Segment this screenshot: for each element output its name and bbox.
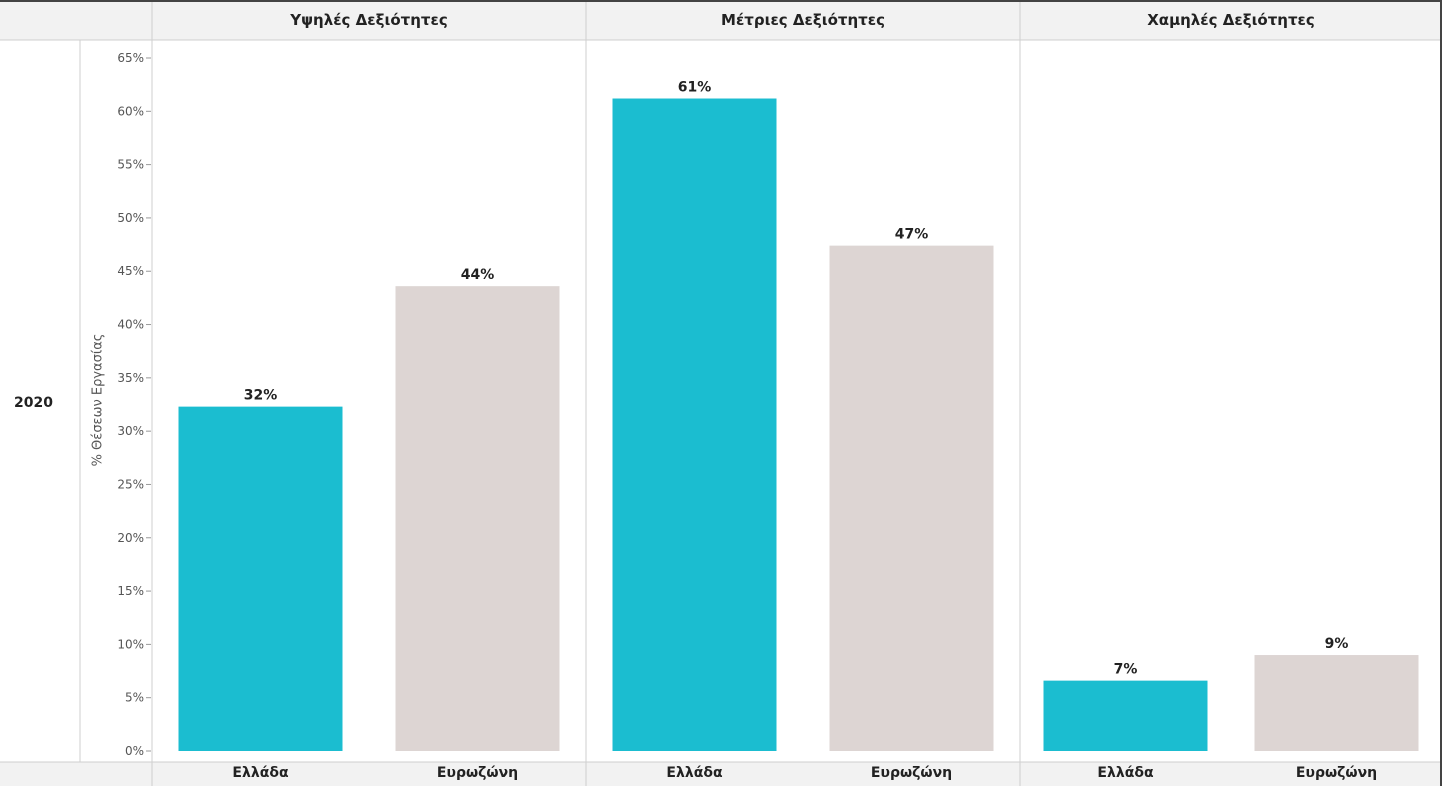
data-label-0-0: 32% (244, 388, 278, 404)
data-label-0-1: 44% (461, 267, 495, 283)
data-label-1-1: 47% (895, 227, 929, 243)
y-tick-label: 0% (125, 744, 144, 758)
panel-title-medium: Μέτριες Δεξιότητες (721, 11, 885, 29)
x-label-high-eurozone: Ευρωζώνη (436, 765, 519, 781)
y-tick-label: 40% (117, 318, 144, 332)
bar-2-0 (1043, 680, 1208, 751)
header-band (0, 0, 1442, 40)
y-axis-label: % Θέσεων Εργασίας (90, 333, 106, 467)
data-label-1-0: 61% (678, 80, 712, 96)
data-label-2-1: 9% (1325, 636, 1349, 652)
x-label-low-greece: Ελλάδα (1097, 765, 1154, 781)
data-label-2-0: 7% (1114, 662, 1138, 678)
bar-1-1 (829, 245, 994, 752)
y-tick-label: 5% (125, 691, 144, 705)
y-tick-label: 15% (117, 584, 144, 598)
y-tick-label: 45% (117, 264, 144, 278)
x-label-low-eurozone: Ευρωζώνη (1295, 765, 1378, 781)
bar-2-1 (1254, 655, 1419, 751)
panel-title-low: Χαμηλές Δεξιότητες (1147, 11, 1315, 29)
y-tick-label: 65% (117, 51, 144, 65)
y-tick-label: 25% (117, 477, 144, 491)
y-tick-label: 55% (117, 158, 144, 172)
y-tick-label: 20% (117, 531, 144, 545)
row-label-year: 2020 (14, 395, 53, 411)
bar-0-0 (178, 406, 343, 751)
y-tick-label: 35% (117, 371, 144, 385)
bar-1-0 (612, 98, 777, 751)
panel-title-high: Υψηλές Δεξιότητες (290, 11, 448, 29)
y-tick-label: 60% (117, 104, 144, 118)
bar-0-1 (395, 286, 560, 751)
x-label-medium-eurozone: Ευρωζώνη (870, 765, 953, 781)
x-label-medium-greece: Ελλάδα (666, 765, 723, 781)
y-tick-label: 10% (117, 637, 144, 651)
y-tick-label: 50% (117, 211, 144, 225)
y-tick-label: 30% (117, 424, 144, 438)
footer-band (0, 762, 1442, 786)
x-label-high-greece: Ελλάδα (232, 765, 289, 781)
